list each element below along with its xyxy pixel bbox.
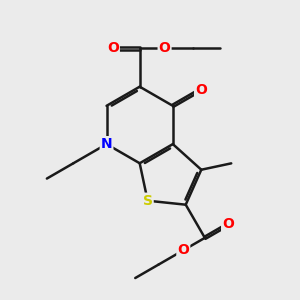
- Text: O: O: [159, 41, 170, 56]
- Text: O: O: [222, 218, 234, 231]
- Text: O: O: [195, 82, 207, 97]
- Text: O: O: [177, 243, 189, 257]
- Text: N: N: [101, 137, 112, 151]
- Text: O: O: [107, 41, 119, 56]
- Text: S: S: [143, 194, 153, 208]
